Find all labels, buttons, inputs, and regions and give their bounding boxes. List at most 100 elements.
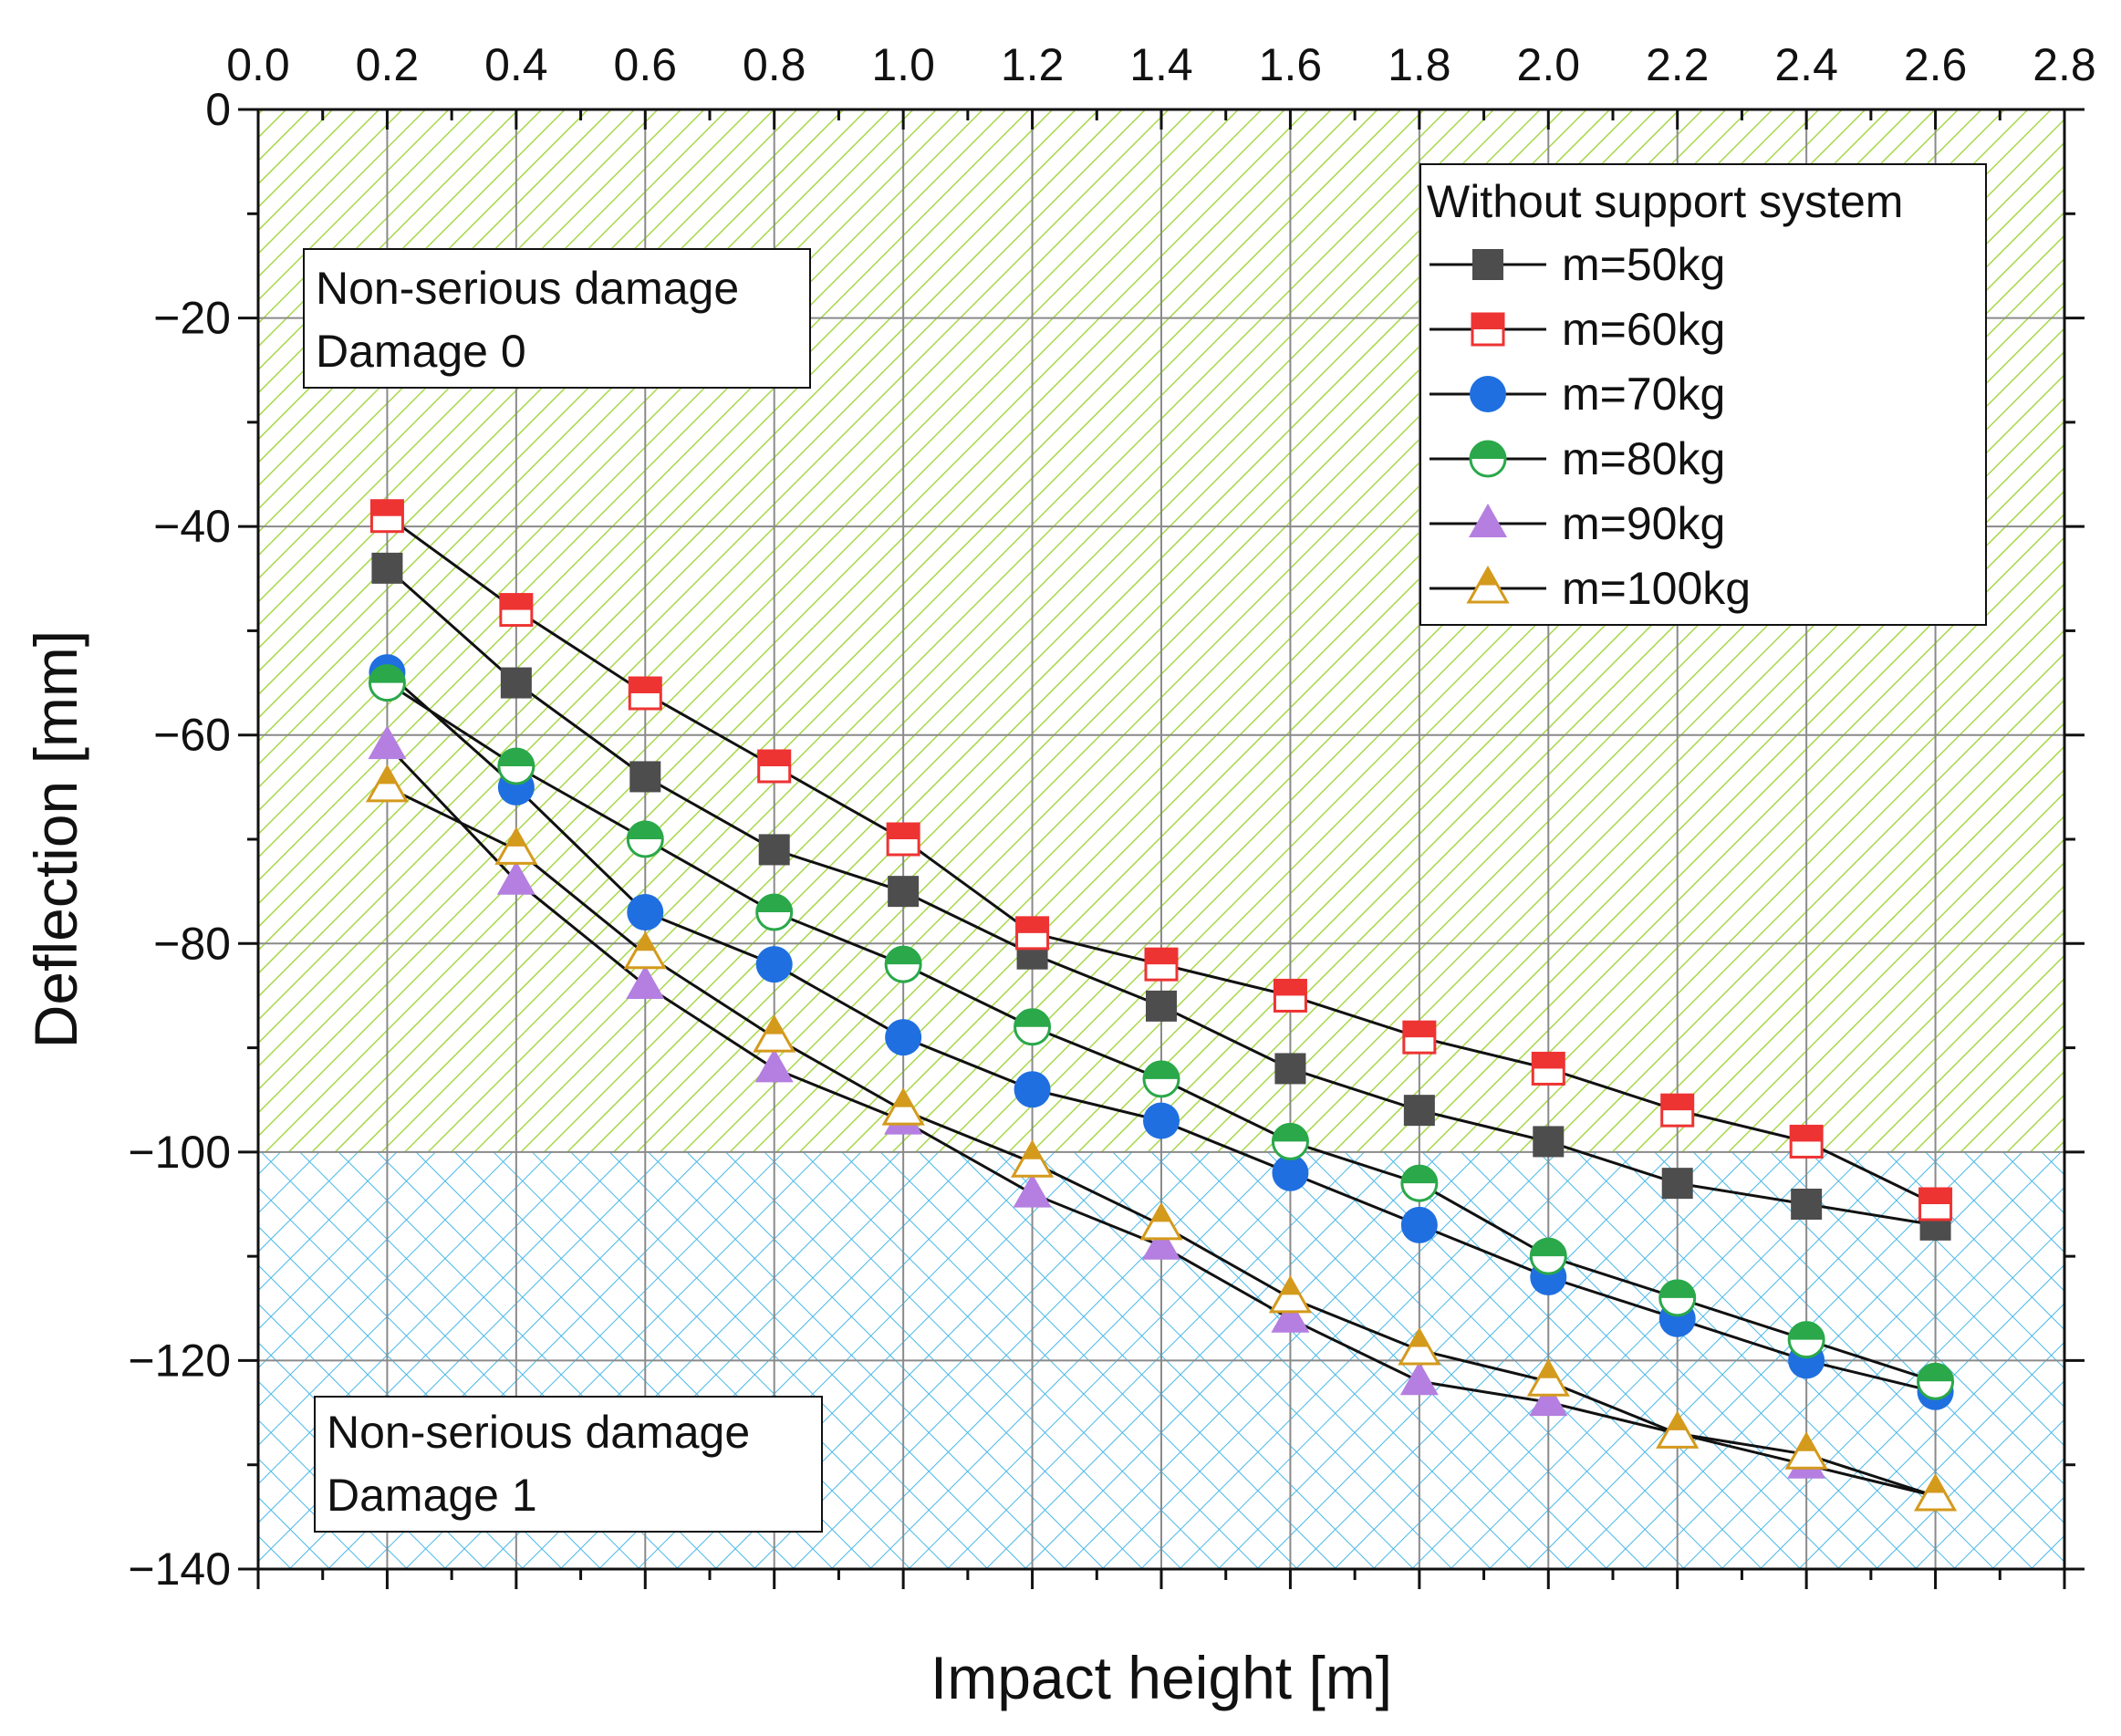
data-point	[755, 893, 794, 931]
data-point	[1271, 1122, 1309, 1160]
data-point	[499, 593, 534, 628]
legend-title: Without support system	[1427, 176, 1903, 227]
x-tick-label: 2.2	[1646, 39, 1710, 90]
data-point	[1402, 1020, 1437, 1055]
data-series	[365, 499, 1958, 1512]
legend-label: m=100kg	[1562, 563, 1751, 614]
data-point	[753, 1014, 796, 1053]
data-point	[626, 965, 665, 999]
data-point	[888, 876, 920, 908]
data-point	[623, 930, 667, 970]
legend-marker	[1471, 312, 1505, 347]
data-point	[1398, 1326, 1441, 1366]
series-m=60kg	[369, 499, 1953, 1221]
legend-marker	[1466, 565, 1510, 604]
data-point	[757, 749, 792, 784]
data-point	[1529, 1237, 1567, 1275]
data-point	[1526, 1358, 1570, 1397]
data-point	[1272, 1154, 1309, 1191]
legend-marker	[1470, 376, 1506, 412]
y-tick-label: −120	[128, 1335, 231, 1386]
x-tick-label: 1.4	[1129, 39, 1193, 90]
zone-1-label-box: Non-serious damage Damage 1	[314, 1396, 823, 1533]
legend-marker	[1469, 504, 1507, 537]
data-point	[1917, 1362, 1955, 1400]
data-point	[755, 946, 793, 983]
data-point	[1014, 1071, 1051, 1108]
x-tick-label: 0.0	[226, 39, 290, 90]
data-point	[626, 820, 664, 858]
y-tick-label: −60	[153, 710, 231, 761]
data-point	[1274, 1053, 1306, 1085]
data-point	[365, 764, 410, 803]
legend-label: m=50kg	[1562, 239, 1725, 290]
data-point	[1271, 1298, 1310, 1333]
data-point	[500, 667, 532, 699]
data-point	[628, 676, 662, 711]
legend-marker	[1469, 440, 1507, 478]
data-point	[881, 1087, 925, 1126]
data-point	[1791, 1189, 1823, 1220]
data-point	[1400, 1164, 1439, 1202]
legend-entry-m=70kg: m=70kg	[1430, 369, 1725, 420]
x-tick-label: 2.0	[1517, 39, 1581, 90]
data-point	[368, 664, 406, 702]
data-point	[497, 747, 535, 785]
data-point	[1529, 1382, 1568, 1417]
legend: Without support system m=50kg m=60kg m=70k…	[1419, 163, 1987, 626]
zone-1-label-line1: Non-serious damage	[327, 1407, 750, 1458]
data-point	[1013, 1173, 1052, 1208]
x-tick-label: 1.0	[871, 39, 935, 90]
data-point	[1787, 1321, 1825, 1359]
data-point	[629, 761, 661, 793]
y-tick-label: −140	[128, 1544, 231, 1595]
series-m=100kg	[365, 764, 1958, 1512]
y-axis-title: Deflection [mm]	[22, 630, 89, 1048]
data-point	[758, 834, 790, 866]
x-tick-label: 0.4	[484, 39, 548, 90]
data-point	[1660, 1093, 1695, 1128]
zone-0-label-line1: Non-serious damage	[316, 263, 739, 314]
legend-label: m=70kg	[1562, 369, 1725, 420]
data-point	[1014, 1008, 1052, 1046]
data-point	[369, 499, 404, 534]
data-point	[496, 860, 535, 895]
x-tick-label: 0.2	[356, 39, 420, 90]
zone-1-label-line2: Damage 1	[327, 1470, 537, 1521]
zone-0-label-line2: Damage 0	[316, 326, 526, 377]
data-point	[1399, 1361, 1439, 1396]
data-point	[1400, 1206, 1438, 1243]
data-point	[1273, 978, 1307, 1013]
legend-label: m=60kg	[1562, 304, 1725, 355]
data-point	[1784, 1431, 1828, 1470]
data-point	[1142, 1060, 1180, 1098]
data-point	[1268, 1274, 1313, 1314]
data-point	[1403, 1095, 1435, 1127]
data-point	[1146, 990, 1177, 1022]
data-point	[1143, 1102, 1180, 1139]
x-axis-title: Impact height [m]	[931, 1644, 1392, 1711]
data-point	[1139, 1201, 1183, 1241]
x-tick-label: 2.4	[1774, 39, 1838, 90]
y-tick-label: −80	[153, 918, 231, 969]
data-point	[1658, 1279, 1697, 1317]
data-point	[885, 1019, 922, 1056]
y-tick-label: 0	[205, 84, 231, 135]
x-tick-label: 0.6	[614, 39, 678, 90]
y-tick-label: −100	[128, 1127, 231, 1178]
legend-entry-m=60kg: m=60kg	[1430, 304, 1725, 355]
data-point	[1015, 916, 1050, 951]
data-point	[1913, 1472, 1958, 1512]
y-tick-label: −40	[153, 501, 231, 552]
x-tick-label: 2.6	[1904, 39, 1968, 90]
x-tick-label: 1.8	[1388, 39, 1451, 90]
legend-entry-m=50kg: m=50kg	[1430, 239, 1725, 290]
y-tick-label: −20	[153, 293, 231, 344]
zone-0-label-box: Non-serious damage Damage 0	[303, 248, 811, 389]
legend-entry-m=90kg: m=90kg	[1430, 498, 1725, 549]
axes: 0.0 0.2 0.4 0.6 0.8 1.0 1.2 1.4 1.6 1.8 2.0 2.2 2.4 2…	[128, 39, 2095, 1595]
data-point	[1789, 1124, 1824, 1159]
x-tick-label: 2.8	[2033, 39, 2096, 90]
legend-label: m=90kg	[1562, 498, 1725, 549]
data-point	[627, 894, 664, 930]
